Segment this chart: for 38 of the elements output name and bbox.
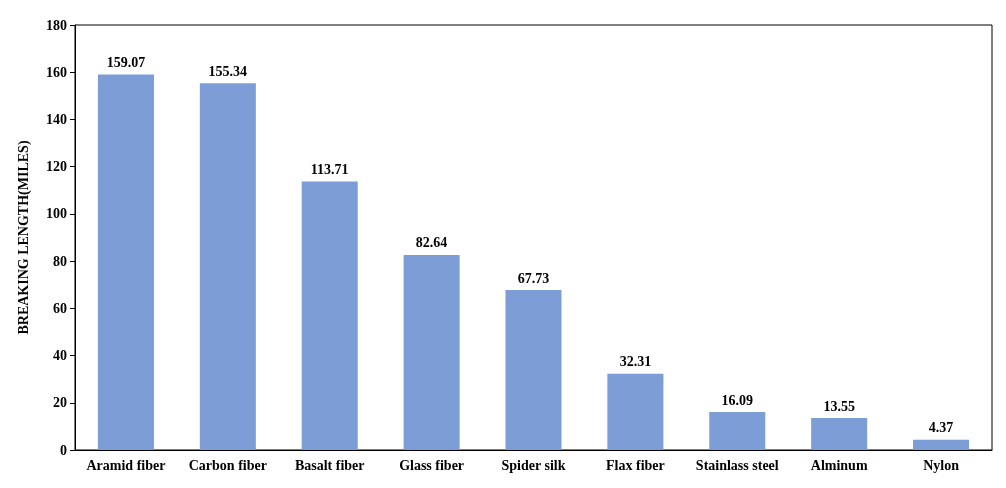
data-label: 155.34 xyxy=(208,63,248,79)
y-tick-label: 120 xyxy=(46,159,67,175)
y-axis-title: BREAKING LENGTH(MILES) xyxy=(15,140,32,335)
y-tick-label: 160 xyxy=(46,64,67,80)
bar xyxy=(607,373,664,450)
bar xyxy=(97,74,154,450)
bar xyxy=(709,412,766,450)
data-label: 16.09 xyxy=(721,392,754,408)
data-label: 32.31 xyxy=(619,354,652,370)
bar xyxy=(199,83,256,450)
y-tick-label: 80 xyxy=(53,253,67,269)
x-tick-label: Basalt fiber xyxy=(294,457,365,473)
y-tick-label: 60 xyxy=(53,300,67,316)
bar xyxy=(301,181,358,450)
bar xyxy=(505,290,562,450)
data-label: 159.07 xyxy=(106,54,146,70)
data-label: 13.55 xyxy=(823,398,855,414)
y-tick-label: 100 xyxy=(46,206,67,222)
x-tick-label: Flax fiber xyxy=(606,457,665,473)
y-tick-label: 40 xyxy=(53,348,67,364)
y-tick-label: 20 xyxy=(53,395,67,411)
y-tick-label: 180 xyxy=(46,17,67,33)
x-tick-label: Carbon fiber xyxy=(188,457,267,473)
x-tick-label: Stainlass steel xyxy=(695,457,779,473)
data-label: 67.73 xyxy=(517,270,550,286)
x-tick-label: Alminum xyxy=(810,457,868,473)
bar xyxy=(811,418,868,450)
y-tick-label: 0 xyxy=(60,442,67,458)
bar xyxy=(403,254,460,450)
x-tick-label: Aramid fiber xyxy=(86,457,166,473)
x-tick-label: Glass fiber xyxy=(399,457,465,473)
x-tick-label: Spider silk xyxy=(501,457,566,473)
data-label: 113.71 xyxy=(310,162,349,178)
data-label: 4.37 xyxy=(928,420,954,436)
y-tick-label: 140 xyxy=(46,111,67,127)
data-label: 82.64 xyxy=(415,235,448,251)
bar xyxy=(913,439,970,450)
x-tick-label: Nylon xyxy=(923,457,960,473)
